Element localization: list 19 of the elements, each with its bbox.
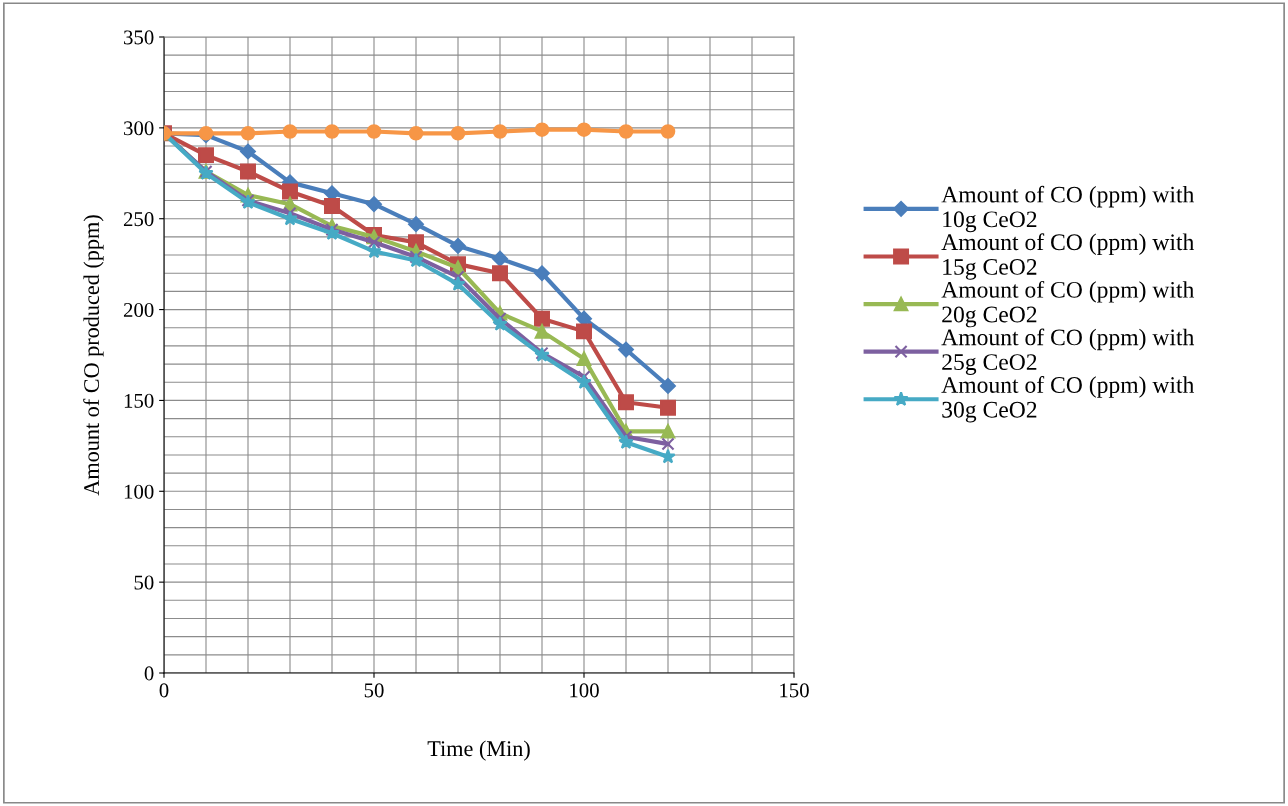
y-tick-label: 250 [123, 212, 154, 227]
x-axis-title: Time (Min) [427, 740, 530, 761]
x-tick-label: 0 [159, 683, 169, 698]
y-tick-label: 0 [144, 666, 154, 681]
legend-label: Amount of CO (ppm) with 10g CeO2 [941, 185, 1195, 233]
y-tick-label: 50 [134, 575, 154, 590]
x-tick-label: 50 [364, 683, 384, 698]
y-tick-label: 100 [124, 484, 154, 499]
legend-label: Amount of CO (ppm) with 25g CeO2 [941, 328, 1195, 375]
legend-label: Amount of CO (ppm) with 30g CeO2 [941, 376, 1195, 423]
legend-label: Amount of CO (ppm) with 20g CeO2 [941, 280, 1195, 328]
legend-label: Amount of CO (ppm) with 15g CeO2 [941, 233, 1195, 280]
x-tick-label: 150 [780, 683, 809, 698]
y-tick-label: 150 [124, 393, 154, 408]
y-tick-label: 300 [124, 121, 154, 136]
y-tick-label: 200 [123, 302, 154, 317]
y-tick-label: 350 [124, 30, 154, 45]
y-axis-title: Amount of CO produced (ppm) [83, 215, 104, 496]
x-tick-label: 100 [570, 683, 599, 698]
